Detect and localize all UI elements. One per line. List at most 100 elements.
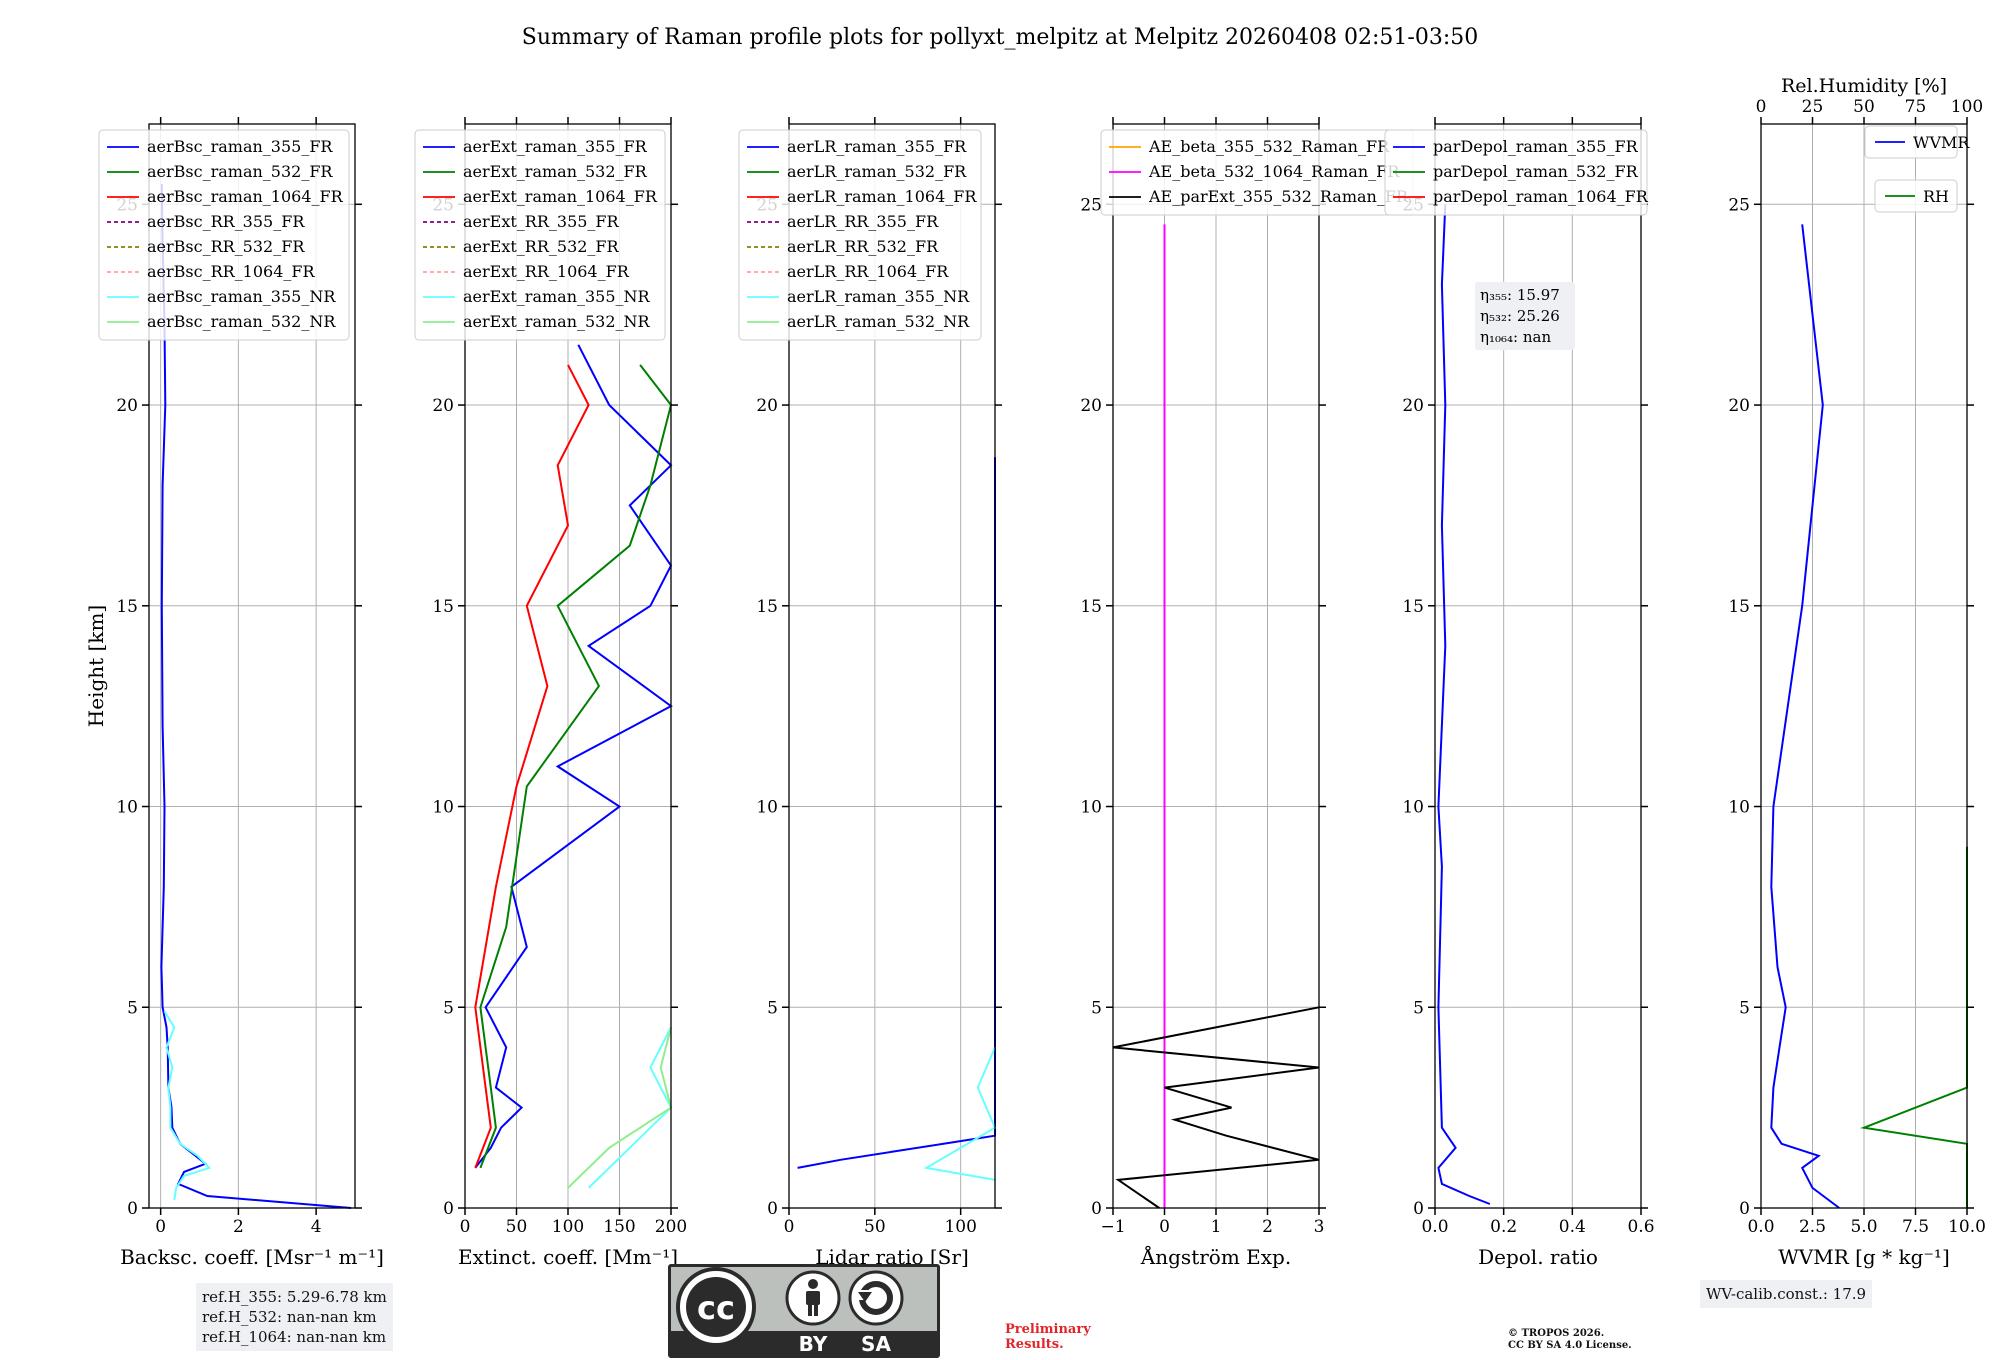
legend-label: aerBsc_raman_532_FR — [147, 162, 333, 181]
cc-sa-label: SA — [861, 1332, 891, 1356]
x2-tick-label: 0 — [1756, 97, 1767, 117]
legend-label: AE_beta_355_532_Raman_FR — [1148, 137, 1390, 156]
x-tick-label: 0 — [155, 1217, 166, 1237]
legend: aerLR_raman_355_FR aerLR_raman_532_FR aerL… — [738, 129, 982, 341]
series-WVMR — [1770, 224, 1840, 1209]
x-axis-label: Depol. ratio — [1478, 1245, 1598, 1269]
wv-calib-box: WV-calib.const.: 17.9 — [1700, 1280, 1873, 1308]
preliminary-note: Preliminary Results. — [1005, 1322, 1091, 1352]
legend-frame — [1384, 129, 1648, 216]
series-aerExt_raman_355_NR — [587, 1026, 673, 1189]
x-tick-label: 2.5 — [1799, 1217, 1826, 1237]
legend-frame — [1864, 125, 1958, 159]
x-axis-label: Ångström Exp. — [1140, 1244, 1291, 1269]
figure-title: Summary of Raman profile plots for polly… — [522, 25, 1479, 50]
x-tick-label: 7.5 — [1902, 1217, 1929, 1237]
x2-tick-label: 50 — [1853, 97, 1875, 117]
legend: parDepol_raman_355_FR parDepol_raman_532_… — [1384, 129, 1649, 216]
axes-frame — [1434, 123, 1642, 1209]
y-tick-label: 15 — [116, 597, 138, 617]
ref-h-532: ref.H_532: nan-nan km — [202, 1308, 377, 1326]
eta-annotation: η₃₅₅: 15.97 η₅₃₂: 25.26 η₁₀₆₄: nan — [1475, 282, 1575, 350]
y-tick-label: 15 — [1402, 597, 1424, 617]
legend-label: aerLR_raman_355_NR — [787, 287, 970, 306]
series-parDepol_raman_355_FR — [1437, 204, 1491, 1205]
legend-label: AE_parExt_355_532_Raman_FR — [1148, 187, 1409, 206]
sa-share-icon — [848, 1270, 904, 1326]
cc-by-sa-logo: cc BY SA — [668, 1264, 940, 1358]
copyright-line-1: © TROPOS 2026. — [1508, 1328, 1605, 1339]
legend-label: parDepol_raman_1064_FR — [1433, 187, 1649, 206]
panel-lidar-ratio: 0501000510152025Lidar ratio [Sr]aerLR_ra… — [738, 117, 1002, 1269]
legend: aerExt_raman_355_FR aerExt_raman_532_FRae… — [414, 129, 666, 341]
legend-label: RH — [1923, 187, 1949, 206]
y-tick-label: 25 — [1080, 195, 1102, 215]
x2-tick-label: 100 — [1951, 97, 1983, 117]
legend-label: aerLR_raman_1064_FR — [787, 187, 977, 206]
y-tick-label: 25 — [1728, 195, 1750, 215]
x-tick-label: 0.0 — [1421, 1217, 1448, 1237]
x-tick-label: 0 — [460, 1217, 471, 1237]
x-axis-label: Backsc. coeff. [Msr⁻¹ m⁻¹] — [120, 1245, 384, 1269]
eta-line: η₃₅₅: 15.97 — [1480, 286, 1560, 304]
legend-frame — [738, 129, 982, 341]
legend-label: aerExt_raman_355_FR — [463, 137, 648, 156]
panel-extinction: 0501001502000510152025Extinct. coeff. [M… — [414, 117, 687, 1269]
y-axis-label: Height [km] — [84, 605, 108, 727]
legend-label: aerLR_RR_355_FR — [787, 212, 939, 231]
legend-label: aerLR_raman_355_FR — [787, 137, 967, 156]
legend-label: aerBsc_raman_355_FR — [147, 137, 333, 156]
preliminary-line-2: Results. — [1005, 1337, 1064, 1352]
y-tick-label: 5 — [1091, 998, 1102, 1018]
wv-calib-const: WV-calib.const.: 17.9 — [1706, 1285, 1867, 1303]
legend-label: aerExt_raman_532_FR — [463, 162, 648, 181]
legend-frame — [1874, 179, 1958, 213]
legend-frame — [98, 129, 350, 341]
x-tick-label: 150 — [603, 1217, 635, 1237]
x-tick-label: 0.6 — [1627, 1217, 1654, 1237]
legend-label: aerLR_RR_1064_FR — [787, 262, 949, 281]
copyright-note: © TROPOS 2026. CC BY SA 4.0 License. — [1508, 1328, 1632, 1352]
series-AE_parExt_355_532_Raman_FR — [1112, 1006, 1320, 1209]
x-tick-label: 5.0 — [1850, 1217, 1877, 1237]
preliminary-line-1: Preliminary — [1005, 1322, 1091, 1337]
series-aerBsc_raman_355_NR — [163, 1010, 212, 1201]
y-tick-label: 10 — [756, 798, 778, 818]
legend-label: AE_beta_532_1064_Raman_FR — [1148, 162, 1400, 181]
legend-label: aerLR_raman_532_NR — [787, 312, 970, 331]
x-tick-label: 0.0 — [1747, 1217, 1774, 1237]
legend: AE_beta_355_532_Raman_FR AE_beta_532_1064… — [1100, 129, 1414, 216]
x-tick-label: 0 — [784, 1217, 795, 1237]
legend-label: parDepol_raman_532_FR — [1433, 162, 1639, 181]
legend-label: aerExt_RR_1064_FR — [463, 262, 630, 281]
y-tick-label: 10 — [116, 798, 138, 818]
y-tick-label: 10 — [1080, 798, 1102, 818]
x-tick-label: 3 — [1314, 1217, 1325, 1237]
y-tick-label: 20 — [1080, 396, 1102, 416]
series-aerBsc_raman_355_FR — [160, 184, 352, 1209]
legend: aerBsc_raman_355_FR aerBsc_raman_532_FRae… — [98, 129, 350, 341]
legend-label: aerLR_RR_532_FR — [787, 237, 939, 256]
y-tick-label: 0 — [1413, 1199, 1424, 1219]
ref-h-355: ref.H_355: 5.29-6.78 km — [202, 1288, 387, 1306]
y-tick-label: 0 — [767, 1199, 778, 1219]
y-tick-label: 20 — [1402, 396, 1424, 416]
y-tick-label: 15 — [1080, 597, 1102, 617]
series-aerExt_raman_355_FR — [474, 344, 673, 1169]
y-tick-label: 5 — [1413, 998, 1424, 1018]
legend-label: aerExt_raman_355_NR — [463, 287, 651, 306]
y-tick-label: 10 — [1402, 798, 1424, 818]
x-tick-label: 2 — [233, 1217, 244, 1237]
y-tick-label: 0 — [1091, 1199, 1102, 1219]
legend-label: aerBsc_RR_532_FR — [147, 237, 305, 256]
panels: 0240510152025Backsc. coeff. [Msr⁻¹ m⁻¹]H… — [84, 75, 1986, 1269]
x-tick-label: 100 — [944, 1217, 976, 1237]
legend-label: aerBsc_RR_355_FR — [147, 212, 305, 231]
x-tick-label: −1 — [1100, 1217, 1125, 1237]
y-tick-label: 15 — [432, 597, 454, 617]
y-tick-label: 15 — [756, 597, 778, 617]
x-tick-label: 50 — [506, 1217, 528, 1237]
x-axis-label: WVMR [g * kg⁻¹] — [1778, 1245, 1950, 1269]
